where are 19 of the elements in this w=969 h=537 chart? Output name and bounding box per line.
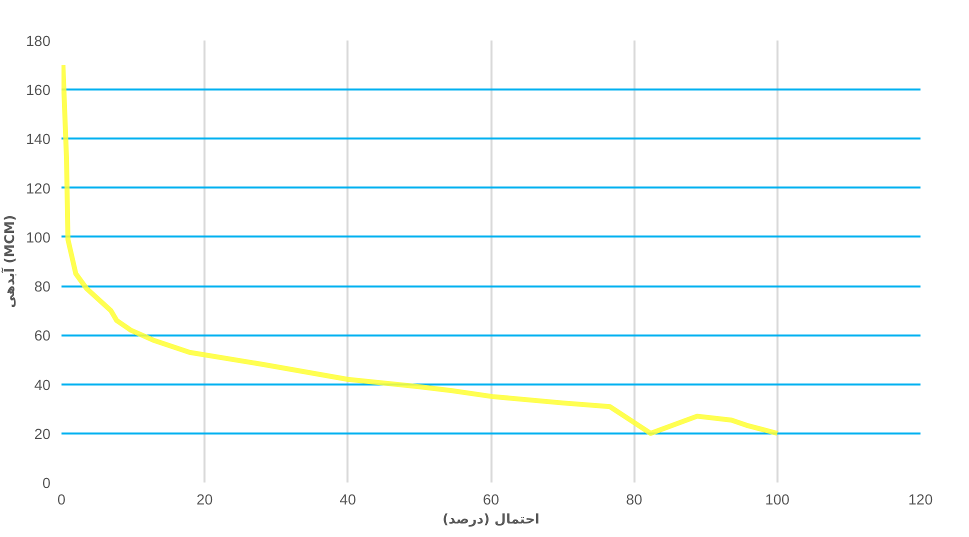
x-tick-label: 40 [340, 492, 356, 508]
x-tick-label: 20 [196, 492, 213, 508]
y-tick-label: 180 [26, 34, 51, 50]
y-tick-label: 120 [26, 181, 51, 198]
y-tick-label: 60 [34, 328, 51, 345]
y-tick-label: 20 [34, 426, 51, 443]
x-tick-label: 0 [57, 492, 66, 508]
y-axis-title: آبدهی (MCM) [1, 214, 18, 308]
y-tick-label: 0 [42, 476, 51, 492]
x-axis-title: احتمال (درصد) [442, 512, 540, 528]
x-tick-label: 60 [482, 492, 500, 508]
y-tick-label: 160 [26, 83, 51, 100]
y-tick-label: 80 [34, 280, 51, 296]
x-tick-label: 100 [765, 492, 790, 508]
x-tick-label: 120 [908, 492, 933, 508]
y-tick-label: 140 [26, 132, 51, 148]
y-tick-label: 100 [26, 230, 51, 246]
y-tick-label: 40 [34, 378, 51, 394]
x-tick-label: 80 [626, 492, 642, 508]
